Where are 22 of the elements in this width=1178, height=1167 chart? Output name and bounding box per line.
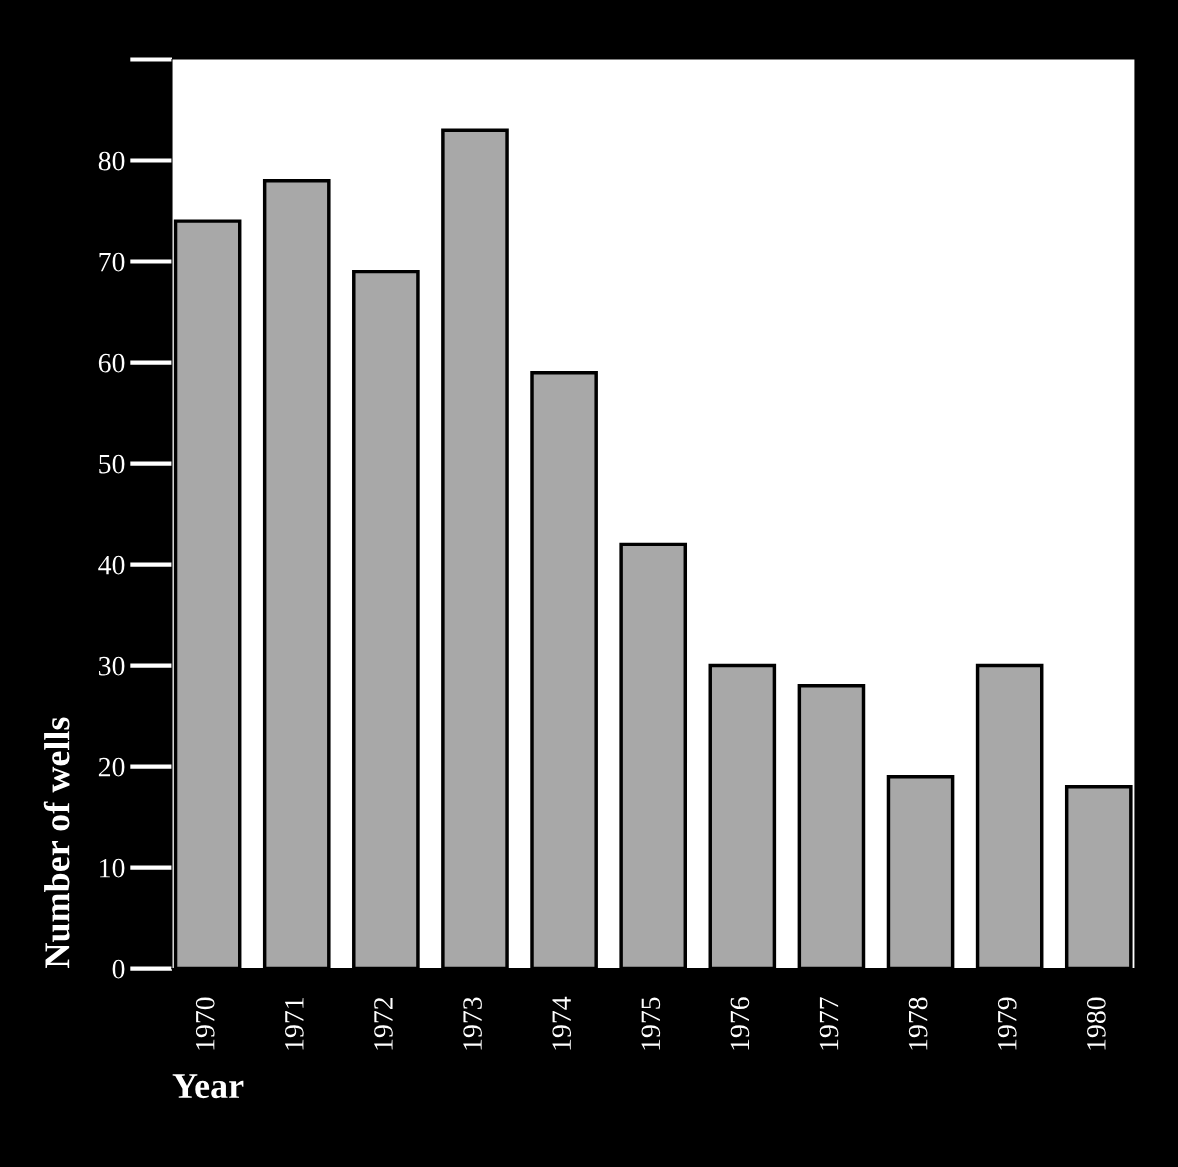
y-tick-label: 50 xyxy=(99,454,125,474)
x-tick-label: 1974 xyxy=(552,996,572,1050)
x-axis-title: Year xyxy=(172,1074,244,1099)
x-tick-label: 1977 xyxy=(819,997,839,1050)
y-tick-label: 30 xyxy=(99,656,125,676)
x-tick-label: 1970 xyxy=(195,997,215,1050)
y-tick-label: 60 xyxy=(98,353,125,373)
y-tick-label: 10 xyxy=(100,858,125,878)
x-tick-label: 1978 xyxy=(908,997,928,1050)
x-tick-label: 1975 xyxy=(641,997,661,1050)
x-tick-label: 1973 xyxy=(463,997,482,1050)
x-tick-label: 1980 xyxy=(1086,997,1106,1050)
y-tick-label: 80 xyxy=(98,151,125,171)
y-axis-title: Number of wells xyxy=(43,717,70,968)
y-tick-label: 0 xyxy=(112,959,125,979)
x-tick-label: 1972 xyxy=(374,997,393,1050)
y-tick-label: 40 xyxy=(98,555,125,575)
x-tick-label: 1976 xyxy=(730,997,750,1050)
y-tick-label: 20 xyxy=(98,757,125,777)
y-tick-label: 70 xyxy=(99,252,125,272)
x-tick-label: 1971 xyxy=(285,998,304,1050)
x-tick-label: 1979 xyxy=(997,997,1017,1050)
